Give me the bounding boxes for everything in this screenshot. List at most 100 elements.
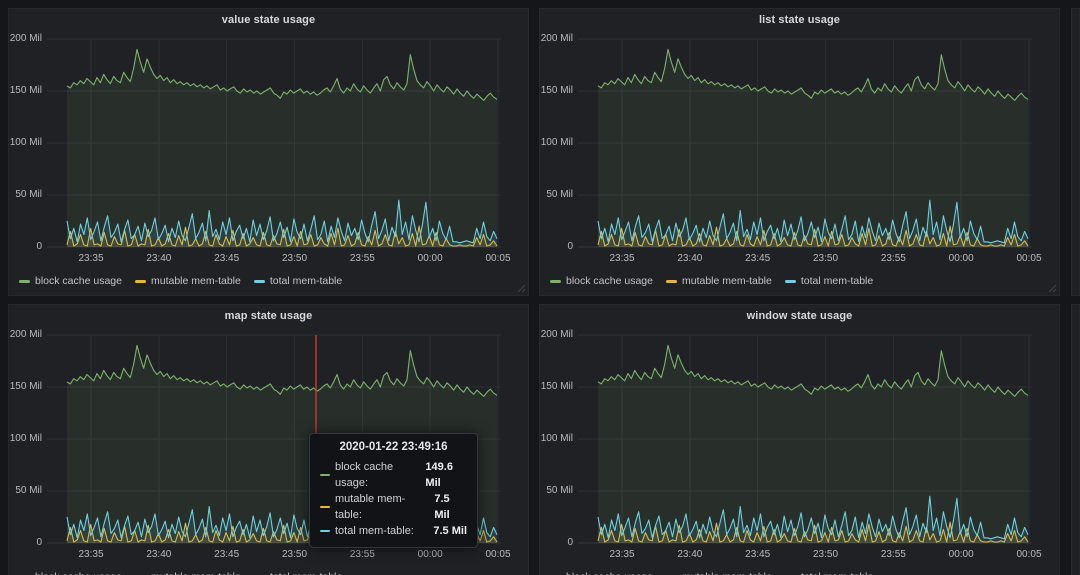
x-axis-label: 23:50 — [812, 549, 839, 560]
legend-dash-icon — [134, 279, 146, 283]
legend-dash-icon — [665, 279, 677, 283]
legend-item-block-cache-usage[interactable]: block cache usage — [19, 571, 122, 575]
y-axis-label: 150 Mil — [540, 85, 573, 96]
series-dash-icon — [320, 474, 330, 476]
legend: block cache usage mutable mem-table total … — [19, 275, 342, 287]
legend-label: total mem-table — [800, 275, 874, 287]
series-dash-icon — [320, 530, 330, 532]
x-axis-label: 23:55 — [880, 253, 906, 264]
y-axis-label: 200 Mil — [540, 33, 573, 44]
legend-item-mutable-mem-table[interactable]: mutable mem-table — [135, 571, 241, 575]
x-axis-label: 23:40 — [677, 253, 703, 264]
y-axis-label: 0 — [567, 241, 573, 252]
x-axis-label: 00:00 — [417, 549, 443, 560]
legend-label: mutable mem-table — [682, 571, 772, 575]
y-axis-label: 150 Mil — [540, 381, 573, 392]
legend-dash-icon — [784, 279, 796, 283]
legend-item-block-cache-usage[interactable]: block cache usage — [550, 571, 653, 575]
x-axis-label: 23:40 — [146, 549, 172, 560]
legend-item-block-cache-usage[interactable]: block cache usage — [19, 275, 122, 287]
panel-title[interactable]: window state usage — [746, 310, 853, 322]
tooltip-series-label: block cache usage: — [335, 461, 394, 489]
x-axis-label: 23:45 — [745, 549, 771, 560]
x-axis-label: 00:00 — [417, 253, 443, 264]
x-axis-label: 23:35 — [609, 549, 635, 560]
tooltip-series-value: 7.5 Mil — [434, 493, 450, 521]
legend: block cache usage mutable mem-table total … — [550, 571, 873, 575]
partial-panel-edge — [1071, 304, 1080, 575]
tooltip-series-label: total mem-table: — [335, 525, 414, 537]
x-axis-label: 23:35 — [78, 549, 104, 560]
legend-item-total-mem-table[interactable]: total mem-table — [784, 275, 874, 287]
y-axis-label: 200 Mil — [540, 329, 573, 340]
resize-grip-icon[interactable] — [517, 284, 526, 293]
y-axis-label: 100 Mil — [9, 433, 42, 444]
y-axis-label: 100 Mil — [540, 137, 573, 148]
y-axis-label: 50 Mil — [546, 485, 573, 496]
panel-window-state-usage: window state usage block cache usage muta… — [539, 304, 1060, 575]
panel-title[interactable]: list state usage — [758, 14, 841, 26]
tooltip-series-value: 7.5 Mil — [433, 525, 467, 537]
x-axis-label: 23:50 — [812, 253, 839, 264]
x-axis-label: 00:00 — [948, 253, 974, 264]
legend-label: block cache usage — [566, 275, 653, 287]
legend-item-mutable-mem-table[interactable]: mutable mem-table — [665, 275, 772, 287]
legend-item-mutable-mem-table[interactable]: mutable mem-table — [134, 275, 241, 287]
tooltip-row: total mem-table: 7.5 Mil — [320, 523, 467, 539]
y-axis-label: 100 Mil — [540, 433, 573, 444]
x-axis-label: 23:40 — [677, 549, 703, 560]
x-axis-label: 23:35 — [78, 253, 104, 264]
tooltip-series-value: 149.6 Mil — [425, 461, 453, 489]
panel-list-state-usage: list state usage block cache usage mutabl… — [539, 8, 1060, 296]
legend-label: block cache usage — [35, 571, 122, 575]
y-axis-label: 0 — [36, 537, 42, 548]
x-axis-label: 00:00 — [948, 549, 974, 560]
tooltip-series-label: mutable mem-table: — [335, 493, 406, 521]
y-axis-label: 0 — [567, 537, 573, 548]
chart-canvas[interactable] — [578, 38, 1032, 248]
tooltip-row: block cache usage: 149.6 Mil — [320, 459, 467, 491]
x-axis-label: 23:45 — [214, 549, 240, 560]
x-axis-label: 23:45 — [745, 253, 771, 264]
legend-dash-icon — [550, 279, 561, 283]
graph-tooltip: 2020-01-22 23:49:16 block cache usage: 1… — [309, 433, 478, 548]
legend-label: block cache usage — [566, 571, 653, 575]
tooltip-timestamp: 2020-01-22 23:49:16 — [339, 441, 448, 453]
plot-area[interactable] — [578, 38, 1032, 248]
y-axis-label: 0 — [36, 241, 42, 252]
x-axis-label: 00:05 — [485, 549, 511, 560]
legend-item-total-mem-table[interactable]: total mem-table — [785, 571, 873, 575]
chart-canvas[interactable] — [47, 38, 501, 248]
legend-item-block-cache-usage[interactable]: block cache usage — [550, 275, 653, 287]
legend-label: total mem-table — [801, 571, 873, 575]
legend-item-total-mem-table[interactable]: total mem-table — [253, 275, 343, 287]
resize-grip-icon[interactable] — [1048, 284, 1057, 293]
y-axis-label: 50 Mil — [15, 189, 42, 200]
legend-label: mutable mem-table — [151, 571, 241, 575]
legend-label: mutable mem-table — [681, 275, 772, 287]
legend-dash-icon — [19, 279, 30, 283]
plot-area[interactable] — [578, 334, 1032, 544]
panel-title[interactable]: value state usage — [221, 14, 316, 26]
panel-value-state-usage: value state usage block cache usage mutab… — [8, 8, 529, 296]
y-axis-label: 200 Mil — [9, 329, 42, 340]
partial-panel-edge — [1071, 8, 1080, 296]
legend-label: total mem-table — [270, 571, 342, 575]
x-axis-label: 23:55 — [880, 549, 906, 560]
x-axis-label: 00:05 — [1016, 253, 1042, 264]
y-axis-label: 200 Mil — [9, 33, 42, 44]
x-axis-label: 23:35 — [609, 253, 635, 264]
y-axis-label: 50 Mil — [546, 189, 573, 200]
legend-label: total mem-table — [269, 275, 343, 287]
legend-dash-icon — [253, 279, 265, 283]
chart-canvas[interactable] — [578, 334, 1032, 544]
x-axis-label: 00:05 — [485, 253, 511, 264]
y-axis-label: 50 Mil — [15, 485, 42, 496]
plot-area[interactable] — [47, 38, 501, 248]
legend-label: block cache usage — [35, 275, 122, 287]
legend-item-total-mem-table[interactable]: total mem-table — [254, 571, 342, 575]
panel-title[interactable]: map state usage — [224, 310, 313, 322]
legend-item-mutable-mem-table[interactable]: mutable mem-table — [666, 571, 772, 575]
x-axis-label: 23:55 — [349, 549, 375, 560]
